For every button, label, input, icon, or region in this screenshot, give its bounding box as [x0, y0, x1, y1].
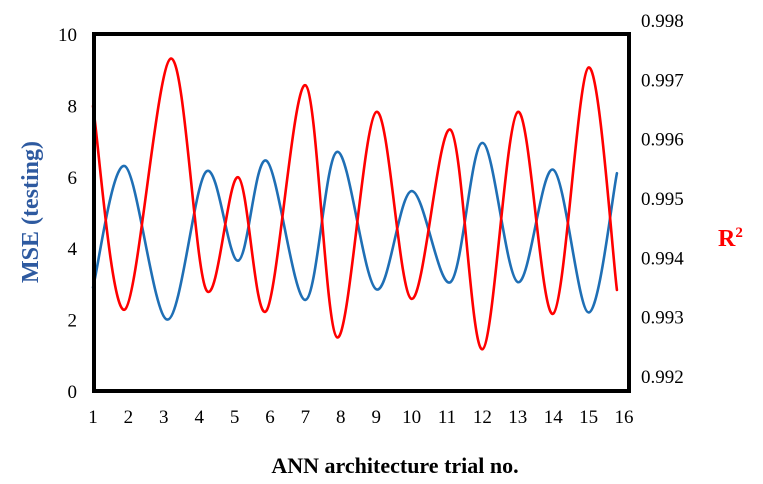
mse-series-line [91, 141, 619, 321]
x-tick-label: 13 [508, 407, 527, 428]
y-axis-label-left: MSE (testing) [18, 141, 44, 283]
y-right-tick-label: 0.998 [641, 11, 684, 32]
right-axis-ticks: 0.992 0.993 0.994 0.995 0.996 0.997 0.998 [641, 11, 684, 388]
y-right-tick-label: 0.995 [641, 189, 684, 210]
y-left-tick-label: 10 [58, 25, 77, 46]
y-left-tick-label: 6 [68, 168, 78, 189]
y-axis-label-right-base: R [718, 226, 736, 252]
x-tick-label: 1 [88, 407, 98, 428]
y-right-tick-label: 0.992 [641, 367, 684, 388]
y-left-tick-label: 8 [68, 96, 78, 117]
y-axis-label-right: R2 [718, 225, 743, 252]
x-tick-label: 3 [159, 407, 169, 428]
y-left-tick-label: 0 [68, 382, 78, 403]
x-tick-label: 7 [301, 407, 311, 428]
x-tick-label: 10 [402, 407, 421, 428]
y-right-tick-label: 0.996 [641, 130, 684, 151]
x-axis-ticks: 1 2 3 4 5 6 7 8 9 10 11 12 13 14 15 16 [88, 407, 633, 428]
x-axis-label: ANN architecture trial no. [271, 453, 518, 478]
left-axis-ticks: 0 2 4 6 8 10 [58, 25, 78, 403]
x-tick-label: 5 [230, 407, 240, 428]
y-axis-label-right-superscript: 2 [735, 225, 743, 241]
y-left-tick-label: 2 [68, 311, 78, 332]
x-tick-label: 11 [438, 407, 456, 428]
x-tick-label: 6 [265, 407, 275, 428]
x-tick-label: 2 [124, 407, 134, 428]
series-layer [91, 57, 619, 351]
r2-series-line [91, 57, 619, 351]
x-tick-label: 12 [473, 407, 492, 428]
x-tick-label: 9 [371, 407, 381, 428]
x-tick-label: 8 [336, 407, 346, 428]
x-tick-label: 16 [615, 407, 634, 428]
plot-area-frame [92, 32, 631, 393]
y-right-tick-label: 0.993 [641, 308, 684, 329]
x-tick-label: 4 [194, 407, 204, 428]
y-right-tick-label: 0.994 [641, 248, 684, 269]
y-left-tick-label: 4 [68, 239, 78, 260]
y-right-tick-label: 0.997 [641, 70, 684, 91]
x-tick-label: 14 [544, 407, 564, 428]
x-tick-label: 15 [579, 407, 598, 428]
